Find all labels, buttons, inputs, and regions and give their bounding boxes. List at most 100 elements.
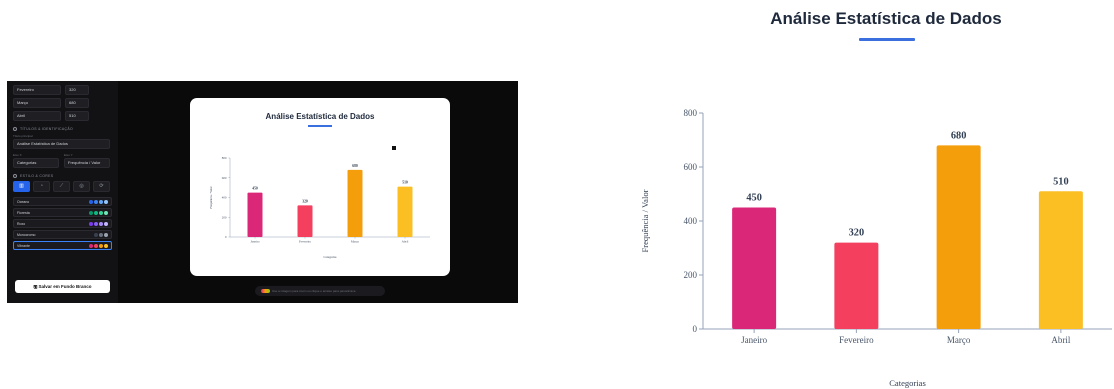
color-swatch <box>94 232 98 237</box>
theme-option[interactable]: Roxo <box>13 219 112 228</box>
y-tick-label: 0 <box>225 235 227 239</box>
x-axis-title: Categorias <box>889 378 926 388</box>
theme-option[interactable]: Oceano <box>13 197 112 206</box>
y-tick-label: 0 <box>693 324 698 334</box>
chart-preview-card: Análise Estatística de Dados 0 200 400 600 8… <box>190 98 450 276</box>
theme-option[interactable]: Floresta <box>13 208 112 217</box>
category-value-input[interactable]: 510 <box>65 111 89 121</box>
chart-title-input[interactable]: Análise Estatística de Dados <box>13 139 110 149</box>
x-tick-label: Janeiro <box>250 240 260 244</box>
bar-value-label: 320 <box>302 199 308 203</box>
bar-value-label: 320 <box>849 228 865 239</box>
category-value-input[interactable]: 320 <box>65 85 89 95</box>
save-button-label: Salvar em Fundo Branco <box>38 284 92 289</box>
theme-swatches <box>89 210 108 215</box>
y-tick-label: 600 <box>222 176 227 180</box>
theme-option[interactable]: Monocromo <box>13 230 112 239</box>
color-swatch <box>99 243 103 248</box>
color-swatch <box>89 210 93 215</box>
color-swatch <box>89 221 93 226</box>
y-axis-input[interactable]: Frequência / Valor <box>64 158 110 168</box>
chart-type-selector: ▥ ◔ ⟋ ◎ ⟳ <box>13 181 112 192</box>
color-swatch <box>99 221 103 226</box>
x-tick-label: Fevereiro <box>839 335 874 345</box>
theme-swatches <box>89 243 108 248</box>
y-axis-title: Frequência / Valor <box>209 186 213 208</box>
category-name-input[interactable]: Fevereiro <box>13 85 61 95</box>
section-style-heading: Estilo & Cores <box>13 174 112 178</box>
color-swatch <box>99 199 103 204</box>
palette-icon <box>13 174 17 178</box>
data-row: Fevereiro 320 <box>13 85 112 95</box>
x-axis-input[interactable]: Categorias <box>13 158 59 168</box>
color-swatch <box>99 232 103 237</box>
x-tick-label: Abril <box>1051 335 1070 345</box>
bar <box>1038 191 1083 329</box>
pie-chart-type-button[interactable]: ◔ <box>33 181 50 192</box>
y-tick-label: 400 <box>222 196 227 200</box>
save-white-background-button[interactable]: 🖫 Salvar em Fundo Branco <box>15 280 110 293</box>
bar <box>834 242 879 329</box>
data-row: Março 680 <box>13 98 112 108</box>
y-axis-title: Frequência / Valor <box>640 189 650 252</box>
x-tick-label: Março <box>947 335 971 345</box>
color-swatch <box>94 199 98 204</box>
theme-name: Monocromo <box>17 232 36 237</box>
data-row: Abril 510 <box>13 111 112 121</box>
bar <box>397 186 413 237</box>
theme-list: Oceano Floresta Roxo Monocromo Vibrante <box>13 197 112 250</box>
theme-swatches <box>89 221 108 226</box>
theme-name: Roxo <box>17 221 26 226</box>
theme-name: Floresta <box>17 210 30 215</box>
section-label: Títulos & Identificação <box>20 127 73 131</box>
bar-value-label: 680 <box>352 164 358 168</box>
color-swatch <box>104 210 108 215</box>
title-field-label: Título principal <box>13 134 33 138</box>
x-tick-label: Março <box>351 240 360 244</box>
editor-screenshot: Fevereiro 320 Março 680 Abril 510 Título… <box>7 81 518 303</box>
bar <box>732 207 777 329</box>
y-tick-label: 800 <box>684 108 698 118</box>
color-swatch <box>94 210 98 215</box>
theme-swatches <box>89 199 108 204</box>
chart-title: Análise Estatística de Dados <box>770 9 1002 28</box>
donut-chart-icon: ◎ <box>79 183 84 189</box>
x-axis-title: Categorias <box>324 255 338 259</box>
section-label: Estilo & Cores <box>20 174 54 178</box>
y-tick-label: 400 <box>684 216 698 226</box>
color-swatch <box>104 221 108 226</box>
radar-chart-type-button[interactable]: ⟳ <box>93 181 110 192</box>
gradient-pill-icon <box>261 289 270 293</box>
y-tick-label: 200 <box>222 215 227 219</box>
x-tick-label: Janeiro <box>741 335 767 345</box>
bar <box>297 205 313 237</box>
chart-title-underline <box>859 38 915 41</box>
bar-chart-type-button[interactable]: ▥ <box>13 181 30 192</box>
y-tick-label: 200 <box>684 270 698 280</box>
bar-value-label: 450 <box>746 193 762 204</box>
y-tick-label: 600 <box>684 162 698 172</box>
y-axis-label: Eixo Y <box>64 153 73 157</box>
bar-value-label: 510 <box>402 181 408 185</box>
category-value-input[interactable]: 680 <box>65 98 89 108</box>
category-name-input[interactable]: Abril <box>13 111 61 121</box>
category-name-input[interactable]: Março <box>13 98 61 108</box>
theme-option[interactable]: Vibrante <box>13 241 112 250</box>
color-swatch <box>99 210 103 215</box>
color-swatch <box>94 221 98 226</box>
radar-chart-icon: ⟳ <box>99 183 104 189</box>
sidebar: Fevereiro 320 Março 680 Abril 510 Título… <box>7 81 118 303</box>
donut-chart-type-button[interactable]: ◎ <box>73 181 90 192</box>
preview-chart: 0 200 400 600 800 450 Janeiro 320 Fevereiro 680 Ma… <box>209 156 430 259</box>
color-swatch <box>104 199 108 204</box>
zoom-hint-bar: Use a rolagem para zoom ou clique e arra… <box>255 286 385 296</box>
theme-swatches <box>94 232 108 237</box>
x-axis-label: Eixo X <box>13 153 22 157</box>
color-swatch <box>89 243 93 248</box>
line-chart-icon: ⟋ <box>59 183 64 189</box>
line-chart-type-button[interactable]: ⟋ <box>53 181 70 192</box>
preview-legend-marker <box>392 146 396 150</box>
axis-fields: Eixo X Categorias Eixo Y Frequência / Va… <box>13 153 112 168</box>
pie-chart-icon: ◔ <box>39 183 44 189</box>
preview-title-underline <box>308 125 332 127</box>
